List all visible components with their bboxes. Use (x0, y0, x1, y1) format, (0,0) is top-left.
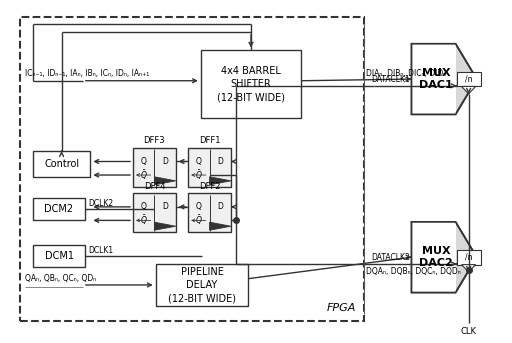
Text: Q: Q (141, 202, 146, 211)
Bar (33, 151, 91, 177)
Text: DATACLK1: DATACLK1 (371, 75, 410, 84)
Polygon shape (412, 222, 456, 293)
Text: DIAₙ, DIBₙ, DICₙ, DIDₙ: DIAₙ, DIBₙ, DICₙ, DIDₙ (367, 69, 446, 79)
Text: $\bar{Q}$: $\bar{Q}$ (140, 168, 147, 182)
Polygon shape (462, 86, 476, 94)
Polygon shape (462, 264, 476, 272)
Text: /n: /n (465, 253, 473, 262)
Text: DFF1: DFF1 (199, 136, 220, 145)
Text: $\bar{Q}$: $\bar{Q}$ (140, 214, 147, 227)
Bar (457, 250, 481, 264)
Polygon shape (209, 222, 231, 230)
Text: Q: Q (196, 157, 202, 166)
Text: DFF2: DFF2 (199, 182, 220, 191)
Text: CLK: CLK (461, 327, 477, 336)
Text: D: D (217, 202, 223, 211)
Text: D: D (162, 157, 168, 166)
Text: D: D (162, 202, 168, 211)
Text: ICₙ₋₁, IDₙ₋₁, IAₙ, IBₙ, ICₙ, IDₙ, IAₙ₊₁: ICₙ₋₁, IDₙ₋₁, IAₙ, IBₙ, ICₙ, IDₙ, IAₙ₊₁ (25, 69, 150, 78)
Text: DATACLK2: DATACLK2 (371, 253, 410, 262)
Text: FPGA: FPGA (327, 303, 356, 313)
Text: $\bar{Q}$: $\bar{Q}$ (195, 168, 203, 182)
Polygon shape (412, 222, 477, 293)
Polygon shape (155, 222, 176, 230)
Bar (457, 72, 481, 86)
Text: MUX
DAC2: MUX DAC2 (419, 246, 453, 269)
Text: D: D (217, 157, 223, 166)
Text: Control: Control (44, 159, 79, 169)
Text: /n: /n (465, 74, 473, 84)
Polygon shape (209, 177, 231, 185)
Text: Q: Q (141, 157, 146, 166)
Text: 4x4 BARREL
SHIFTER
(12-BIT WIDE): 4x4 BARREL SHIFTER (12-BIT WIDE) (217, 66, 285, 102)
Text: DFF4: DFF4 (144, 182, 165, 191)
Text: PIPELINE
DELAY
(12-BIT WIDE): PIPELINE DELAY (12-BIT WIDE) (168, 267, 236, 303)
Text: DFF3: DFF3 (143, 136, 165, 145)
Polygon shape (412, 44, 477, 114)
Text: DQAₙ, DQBₙ, DQCₙ, DQDₙ: DQAₙ, DQBₙ, DQCₙ, DQDₙ (367, 267, 461, 276)
Bar (133, 193, 176, 232)
Bar (133, 148, 176, 187)
Bar (33, 198, 86, 220)
Text: DCM1: DCM1 (45, 251, 74, 261)
Bar (33, 246, 86, 267)
Text: DCLK1: DCLK1 (88, 246, 113, 255)
Text: Q: Q (196, 202, 202, 211)
Bar (156, 264, 248, 306)
Bar (188, 148, 231, 187)
Bar (201, 50, 301, 118)
Polygon shape (155, 177, 176, 185)
Text: QAₙ, QBₙ, QCₙ, QDₙ: QAₙ, QBₙ, QCₙ, QDₙ (25, 274, 96, 283)
Text: DCM2: DCM2 (45, 204, 74, 214)
Bar (20, 17, 364, 321)
Text: $\bar{Q}$: $\bar{Q}$ (195, 214, 203, 227)
Polygon shape (412, 44, 456, 114)
Text: MUX
DAC1: MUX DAC1 (419, 68, 453, 90)
Bar (188, 193, 231, 232)
Text: DCLK2: DCLK2 (88, 199, 113, 208)
